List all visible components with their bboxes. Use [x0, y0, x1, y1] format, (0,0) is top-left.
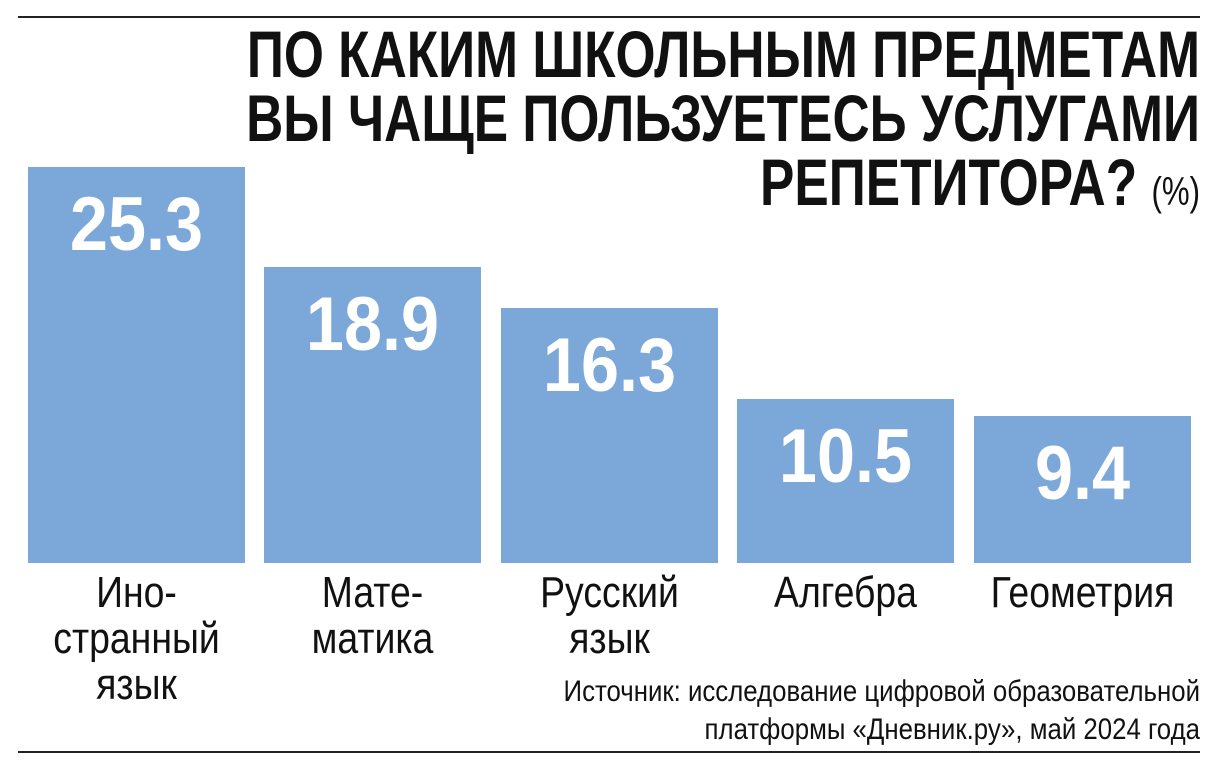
category-label: Мате- матика: [312, 568, 434, 663]
value-label: 10.5: [779, 413, 913, 499]
value-label: 25.3: [69, 182, 204, 268]
value-label: 18.9: [306, 282, 440, 368]
bar: [28, 167, 245, 563]
value-label: 9.4: [1034, 430, 1130, 516]
category-label: Ино- странный язык: [53, 568, 220, 709]
bar: [500, 307, 718, 563]
chart-title: ПО КАКИМ ШКОЛЬНЫМ ПРЕДМЕТАМ ВЫ ЧАЩЕ ПОЛЬ…: [246, 17, 1200, 219]
unit: (%): [1151, 170, 1200, 214]
bar: [737, 398, 955, 563]
bar: [264, 267, 482, 563]
category-label: Русский язык: [539, 568, 679, 663]
top-rule: [18, 16, 1200, 18]
category-label: Геометрия: [990, 568, 1174, 617]
chart-title-block: ПО КАКИМ ШКОЛЬНЫМ ПРЕДМЕТАМ ВЫ ЧАЩЕ ПОЛЬ…: [186, 21, 1200, 224]
bar: [973, 415, 1191, 563]
bottom-rule: [18, 751, 1200, 753]
source: Источник: исследование цифровой образова…: [563, 675, 1200, 746]
category-label: Алгебра: [774, 568, 918, 617]
value-label: 16.3: [542, 322, 676, 408]
